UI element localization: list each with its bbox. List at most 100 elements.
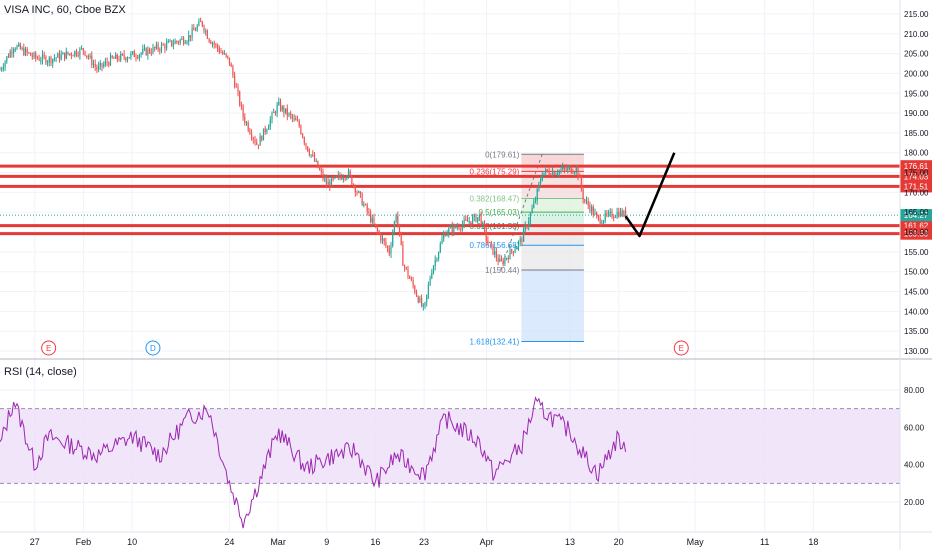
fib-label: 1(150.44): [485, 266, 520, 275]
candle-body: [368, 211, 370, 213]
candle-body: [174, 41, 176, 44]
candle-body: [611, 211, 613, 218]
candle-body: [599, 217, 601, 224]
candle-body: [483, 222, 486, 230]
candle-body: [528, 221, 530, 228]
candle-body: [64, 52, 66, 59]
candle-body: [405, 267, 407, 269]
candle-body: [455, 225, 457, 228]
candle-body: [410, 278, 412, 281]
level-price-label: 171.51: [904, 182, 929, 191]
candle-body: [232, 66, 234, 76]
candle-body: [230, 63, 232, 67]
candle-body: [142, 49, 144, 54]
candle-body: [86, 55, 88, 57]
candle-body: [596, 212, 598, 216]
candle-body: [133, 51, 135, 58]
last-price-label: 164.27: [904, 211, 929, 220]
candle-body: [351, 175, 353, 185]
candle-body: [99, 63, 101, 67]
candle-body: [495, 251, 497, 259]
candle-body: [523, 229, 525, 242]
candle-body: [256, 142, 258, 145]
candle-body: [426, 294, 428, 303]
candle-body: [470, 221, 472, 224]
candle-body: [363, 204, 365, 206]
candle-body: [364, 204, 367, 206]
candle-body: [261, 136, 263, 141]
candle-body: [519, 238, 521, 242]
candle-body: [135, 57, 137, 59]
candle-body: [220, 52, 222, 54]
candle-body: [344, 178, 346, 180]
candle-body: [6, 56, 8, 62]
candle-body: [324, 178, 326, 180]
candle-body: [375, 223, 377, 227]
candle-body: [378, 230, 380, 234]
candle-body: [429, 278, 431, 285]
candle-body: [506, 258, 508, 260]
candle-body: [385, 241, 387, 247]
candle-body: [502, 260, 504, 264]
candle-body: [81, 48, 83, 50]
last-price-tag: [900, 209, 932, 222]
price-tick-label: 170.00: [904, 188, 929, 197]
candle-body: [52, 58, 54, 64]
candle-body: [18, 44, 20, 46]
projection-layer: [624, 152, 676, 238]
candle-body: [143, 48, 146, 50]
candle-body: [235, 86, 237, 88]
candle-body: [490, 242, 492, 245]
candle-body: [227, 55, 229, 58]
candle-body: [431, 272, 433, 279]
candle-body: [414, 286, 416, 293]
candle-body: [458, 227, 460, 229]
candle-body: [516, 246, 518, 250]
candle-body: [313, 155, 316, 162]
candle-body: [380, 233, 382, 241]
time-tick-label: Mar: [270, 537, 286, 547]
candle-body: [183, 38, 185, 44]
price-tick-label: 140.00: [904, 307, 929, 316]
candle-body: [211, 42, 214, 44]
candle-body: [288, 113, 290, 116]
candle-body: [208, 38, 210, 42]
candle-body: [354, 185, 356, 193]
candle-body: [155, 44, 157, 49]
candle-body: [89, 55, 91, 58]
level-price-tag: [900, 160, 932, 173]
candle-body: [317, 160, 319, 168]
candle-body: [475, 214, 477, 222]
candle-body: [164, 45, 166, 49]
candle-body: [279, 101, 282, 111]
candle-body: [132, 51, 134, 54]
candle-body: [332, 177, 334, 179]
price-tick-label: 215.00: [904, 10, 929, 19]
candle-body: [16, 45, 18, 50]
candle-body: [47, 61, 49, 64]
price-tick-label: 200.00: [904, 69, 929, 78]
candle-body: [472, 217, 474, 224]
candle-body: [252, 137, 254, 140]
candle-body: [572, 172, 574, 174]
candle-body: [494, 251, 496, 255]
candle-body: [203, 25, 205, 32]
candle-body: [584, 199, 586, 202]
candle-body: [500, 258, 503, 261]
candle-body: [293, 118, 295, 120]
candle-body: [266, 129, 268, 132]
candle-body: [390, 245, 392, 254]
candle-body: [264, 128, 266, 132]
candle-body: [419, 297, 421, 303]
candle-body: [290, 113, 292, 116]
candle-body: [111, 55, 113, 58]
candle-body: [69, 53, 71, 55]
event-marker: [41, 340, 57, 356]
price-tick-label: 175.00: [904, 169, 929, 178]
candle-body: [487, 240, 489, 243]
candle-body: [589, 205, 591, 212]
candle-body: [222, 52, 224, 54]
candle-body: [358, 191, 360, 193]
candle-body: [592, 206, 594, 215]
candle-body: [121, 53, 123, 55]
